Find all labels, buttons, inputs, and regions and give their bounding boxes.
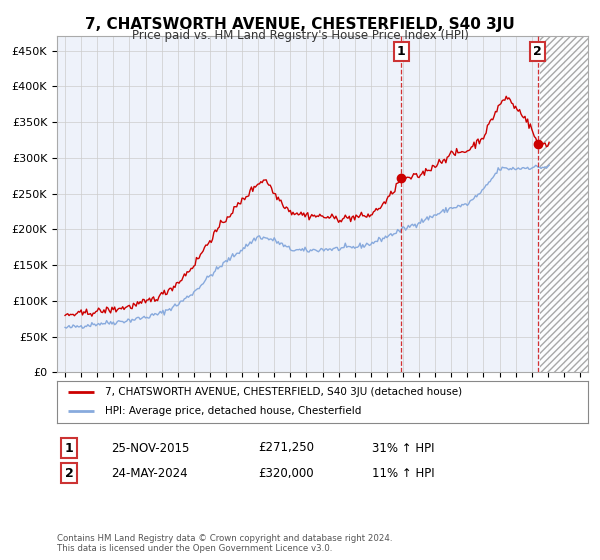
Text: 1: 1 [397, 45, 406, 58]
Text: 2: 2 [65, 466, 73, 480]
Text: HPI: Average price, detached house, Chesterfield: HPI: Average price, detached house, Ches… [105, 407, 361, 417]
Text: 7, CHATSWORTH AVENUE, CHESTERFIELD, S40 3JU (detached house): 7, CHATSWORTH AVENUE, CHESTERFIELD, S40 … [105, 387, 462, 397]
Text: 24-MAY-2024: 24-MAY-2024 [111, 466, 188, 480]
Text: 11% ↑ HPI: 11% ↑ HPI [372, 466, 434, 480]
Text: 1: 1 [65, 441, 73, 455]
Text: 25-NOV-2015: 25-NOV-2015 [111, 441, 190, 455]
Text: Price paid vs. HM Land Registry's House Price Index (HPI): Price paid vs. HM Land Registry's House … [131, 29, 469, 42]
Text: £271,250: £271,250 [258, 441, 314, 455]
Bar [540, 36, 588, 372]
Text: 7, CHATSWORTH AVENUE, CHESTERFIELD, S40 3JU: 7, CHATSWORTH AVENUE, CHESTERFIELD, S40 … [85, 17, 515, 32]
Text: 2: 2 [533, 45, 542, 58]
Text: £320,000: £320,000 [258, 466, 314, 480]
Text: 31% ↑ HPI: 31% ↑ HPI [372, 441, 434, 455]
Text: Contains HM Land Registry data © Crown copyright and database right 2024.
This d: Contains HM Land Registry data © Crown c… [57, 534, 392, 553]
